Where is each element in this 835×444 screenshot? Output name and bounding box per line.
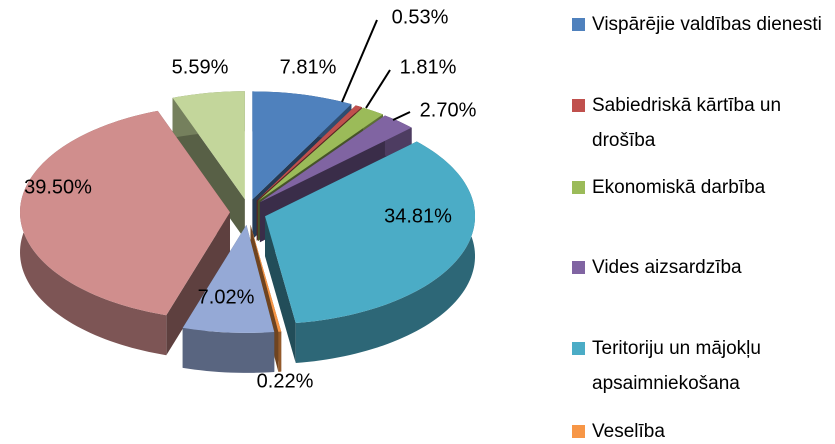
leader-line [365,69,391,109]
slice [257,107,383,202]
legend-swatch [572,18,585,31]
leader-line [341,19,378,103]
slice-side [278,331,282,372]
legend-label: Vides aizsardzība [592,257,742,278]
legend-label: Ekonomiskā darbība [592,177,766,198]
data-label: 7.02% [198,286,255,308]
legend-swatch [572,425,585,438]
data-label: 2.70% [420,99,477,121]
slice [252,91,352,200]
data-label: 1.81% [400,56,457,78]
legend-label: Teritoriju un mājokļu apsaimniekošana [592,338,761,394]
legend-swatch [572,181,585,194]
legend-item: Veselība [572,414,830,444]
legend-item: Vides aizsardzība [572,250,830,285]
slice [265,141,476,324]
slice-wall [166,212,230,356]
data-label: 39.50% [24,176,92,198]
legend-swatch [572,342,585,355]
legend-swatch [572,99,585,112]
slice [259,115,412,203]
data-label: 0.53% [392,6,449,28]
legend-item: Vispārējie valdības dienesti [572,7,830,42]
slice [250,224,282,332]
legend-item: Teritoriju un mājokļu apsaimniekošana [572,331,830,401]
slice-side [295,141,476,364]
slice [182,224,275,333]
legend: Vispārējie valdības dienesti Sabiedriskā … [572,0,832,444]
data-label: 7.81% [280,56,337,78]
slice [20,110,231,316]
data-label: 5.59% [172,56,229,78]
slice [172,91,245,200]
leader-line [392,111,411,121]
pie-area: 7.81% 0.53% 1.81% 2.70% 34.81% 0.22% 7.02% 39.5… [20,6,477,392]
data-label: 0.22% [257,370,314,392]
slice-side [182,327,275,373]
slice [256,105,362,201]
data-label: 34.81% [384,205,452,227]
legend-label: Sabiedriskā kārtība un drošība [592,95,782,151]
legend-item: Ekonomiskā darbība [572,170,830,205]
slice-wall [265,216,296,364]
legend-label: Veselība [592,421,665,442]
legend-item: Sabiedriskā kārtība un drošība [572,88,830,158]
legend-swatch [572,261,585,274]
legend-label: Vispārējie valdības dienesti [592,14,822,35]
